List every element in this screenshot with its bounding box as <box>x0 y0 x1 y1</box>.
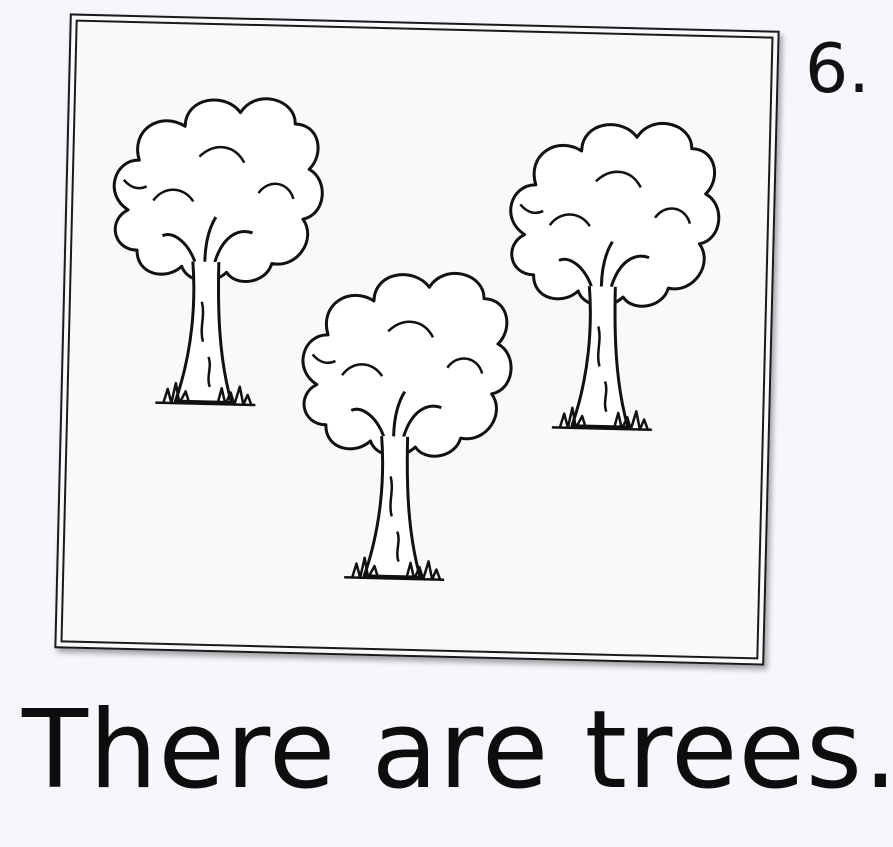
trees-illustration <box>107 93 723 583</box>
sentence-caption: There are trees. <box>22 688 893 813</box>
picture-frame <box>54 13 780 666</box>
item-number: 6. <box>805 30 870 109</box>
tree-icon <box>296 268 515 583</box>
tree-icon <box>107 93 327 409</box>
tree-icon <box>503 118 723 433</box>
